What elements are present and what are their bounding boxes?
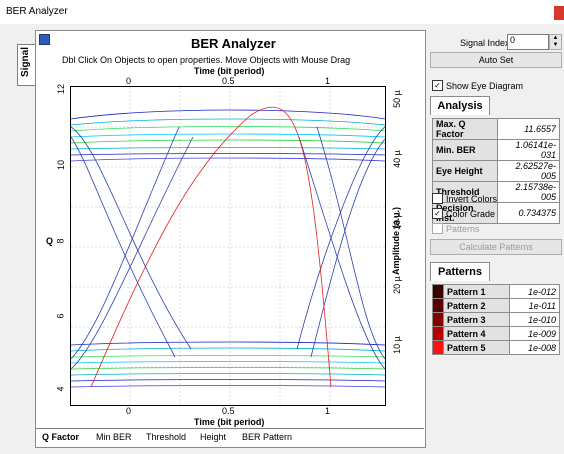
- tab-analysis[interactable]: Analysis: [430, 96, 490, 115]
- table-row: Max. Q Factor 11.6557: [431, 118, 560, 140]
- tab-patterns[interactable]: Patterns: [430, 262, 490, 281]
- eye-traces: [71, 106, 385, 388]
- auto-set-button[interactable]: Auto Set: [430, 52, 562, 68]
- tab-threshold[interactable]: Threshold: [146, 432, 187, 442]
- pattern-swatch: [432, 340, 444, 355]
- pattern-name: Pattern 3: [443, 312, 510, 327]
- table-row: Pattern 1 1e-012: [432, 284, 561, 299]
- top-tick: 0: [126, 76, 132, 86]
- bottom-axis-label: Time (bit period): [194, 417, 265, 427]
- bottom-tick: 0.5: [222, 406, 235, 416]
- show-eye-checkbox[interactable]: ✓: [432, 80, 443, 91]
- table-row: Threshold 2.15738e-005: [431, 181, 560, 203]
- left-axis-label: Q: [46, 236, 54, 246]
- analysis-value: 2.62527e-005: [497, 160, 560, 182]
- title-bar: BER Analyzer: [0, 0, 564, 24]
- tab-ber-pattern[interactable]: BER Pattern: [242, 432, 293, 442]
- color-grade-checkbox[interactable]: ✓: [432, 208, 443, 219]
- grid: [71, 87, 385, 405]
- close-icon[interactable]: [554, 6, 564, 20]
- pattern-value: 1e-010: [508, 312, 561, 327]
- analysis-key: Threshold: [431, 181, 499, 203]
- eye-diagram-svg: [71, 87, 385, 405]
- table-row: Eye Height 2.62527e-005: [431, 160, 560, 182]
- tab-height[interactable]: Height: [200, 432, 227, 442]
- pattern-swatch: [432, 326, 444, 341]
- top-tick: 0.5: [222, 76, 235, 86]
- analysis-value: 11.6557: [497, 118, 560, 140]
- patterns-checkbox[interactable]: [432, 223, 443, 234]
- pattern-swatch: [432, 284, 444, 299]
- top-tick: 1: [325, 76, 331, 86]
- tab-min-ber[interactable]: Min BER: [96, 432, 132, 442]
- invert-colors-checkbox[interactable]: [432, 193, 443, 204]
- pattern-name: Pattern 2: [443, 298, 510, 313]
- calculate-patterns-button[interactable]: Calculate Patterns: [430, 239, 562, 255]
- analysis-value: 0.734375: [497, 202, 560, 224]
- analysis-key: Eye Height: [431, 160, 499, 182]
- plot-title: BER Analyzer: [191, 36, 276, 51]
- analysis-key: Decision Inst.: [431, 202, 499, 224]
- right-tick: 10 µ: [391, 336, 402, 354]
- patterns-label: Patterns: [446, 224, 480, 234]
- table-row: Decision Inst. 0.734375: [431, 202, 560, 224]
- analysis-value: 1.06141e-031: [497, 139, 560, 161]
- bottom-tab-bar: [36, 428, 424, 445]
- invert-colors-label: Invert Colors: [446, 194, 498, 204]
- bottom-tick: 0: [126, 406, 132, 416]
- analysis-key: Min. BER: [431, 139, 499, 161]
- plot-settings-icon[interactable]: [39, 34, 50, 45]
- analysis-value: 2.15738e-005: [497, 181, 560, 203]
- right-tick: 50 µ: [391, 90, 402, 108]
- left-tick: 8: [55, 238, 66, 244]
- right-axis-label: Amplitude (a.u.): [391, 207, 401, 275]
- pattern-value: 1e-011: [508, 298, 561, 313]
- pattern-name: Pattern 4: [443, 326, 510, 341]
- eye-diagram-plot[interactable]: [70, 86, 386, 406]
- right-tick: 20 µ: [391, 276, 402, 294]
- analysis-table: Max. Q Factor 11.6557 Min. BER 1.06141e-03…: [431, 118, 560, 224]
- right-tick: 40 µ: [391, 150, 402, 168]
- tab-signal-label: Signal: [20, 46, 31, 77]
- show-eye-label: Show Eye Diagram: [446, 81, 524, 91]
- color-grade-label: Color Grade: [446, 209, 496, 219]
- left-tick: 4: [55, 386, 66, 392]
- pattern-value: 1e-008: [508, 340, 561, 355]
- signal-index-value: 0: [510, 35, 516, 45]
- left-tick: 6: [55, 313, 66, 319]
- left-tick: 12: [56, 83, 67, 95]
- signal-index-spinner[interactable]: ▲ ▼: [549, 34, 562, 50]
- pattern-swatch: [432, 312, 444, 327]
- bottom-tick: 1: [325, 406, 331, 416]
- pattern-swatch: [432, 298, 444, 313]
- analysis-key: Max. Q Factor: [431, 118, 499, 140]
- pattern-name: Pattern 5: [443, 340, 510, 355]
- table-row: Pattern 3 1e-010: [432, 312, 561, 327]
- window-title: BER Analyzer: [6, 6, 68, 17]
- table-row: Pattern 4 1e-009: [432, 326, 561, 341]
- left-tick: 10: [56, 159, 67, 171]
- table-row: Pattern 2 1e-011: [432, 298, 561, 313]
- signal-index-input[interactable]: 0: [507, 34, 549, 50]
- table-row: Pattern 5 1e-008: [432, 340, 561, 355]
- pattern-value: 1e-012: [508, 284, 561, 299]
- patterns-table: Pattern 1 1e-012 Pattern 2 1e-011 Pattern …: [432, 284, 561, 355]
- pattern-name: Pattern 1: [443, 284, 510, 299]
- plot-hint: Dbl Click On Objects to open properties.…: [62, 55, 351, 65]
- tab-q-factor[interactable]: Q Factor: [42, 432, 80, 442]
- signal-index-label: Signal Index: [460, 38, 510, 48]
- table-row: Min. BER 1.06141e-031: [431, 139, 560, 161]
- top-axis-label: Time (bit period): [194, 66, 265, 76]
- tab-signal[interactable]: Signal: [17, 44, 36, 86]
- pattern-value: 1e-009: [508, 326, 561, 341]
